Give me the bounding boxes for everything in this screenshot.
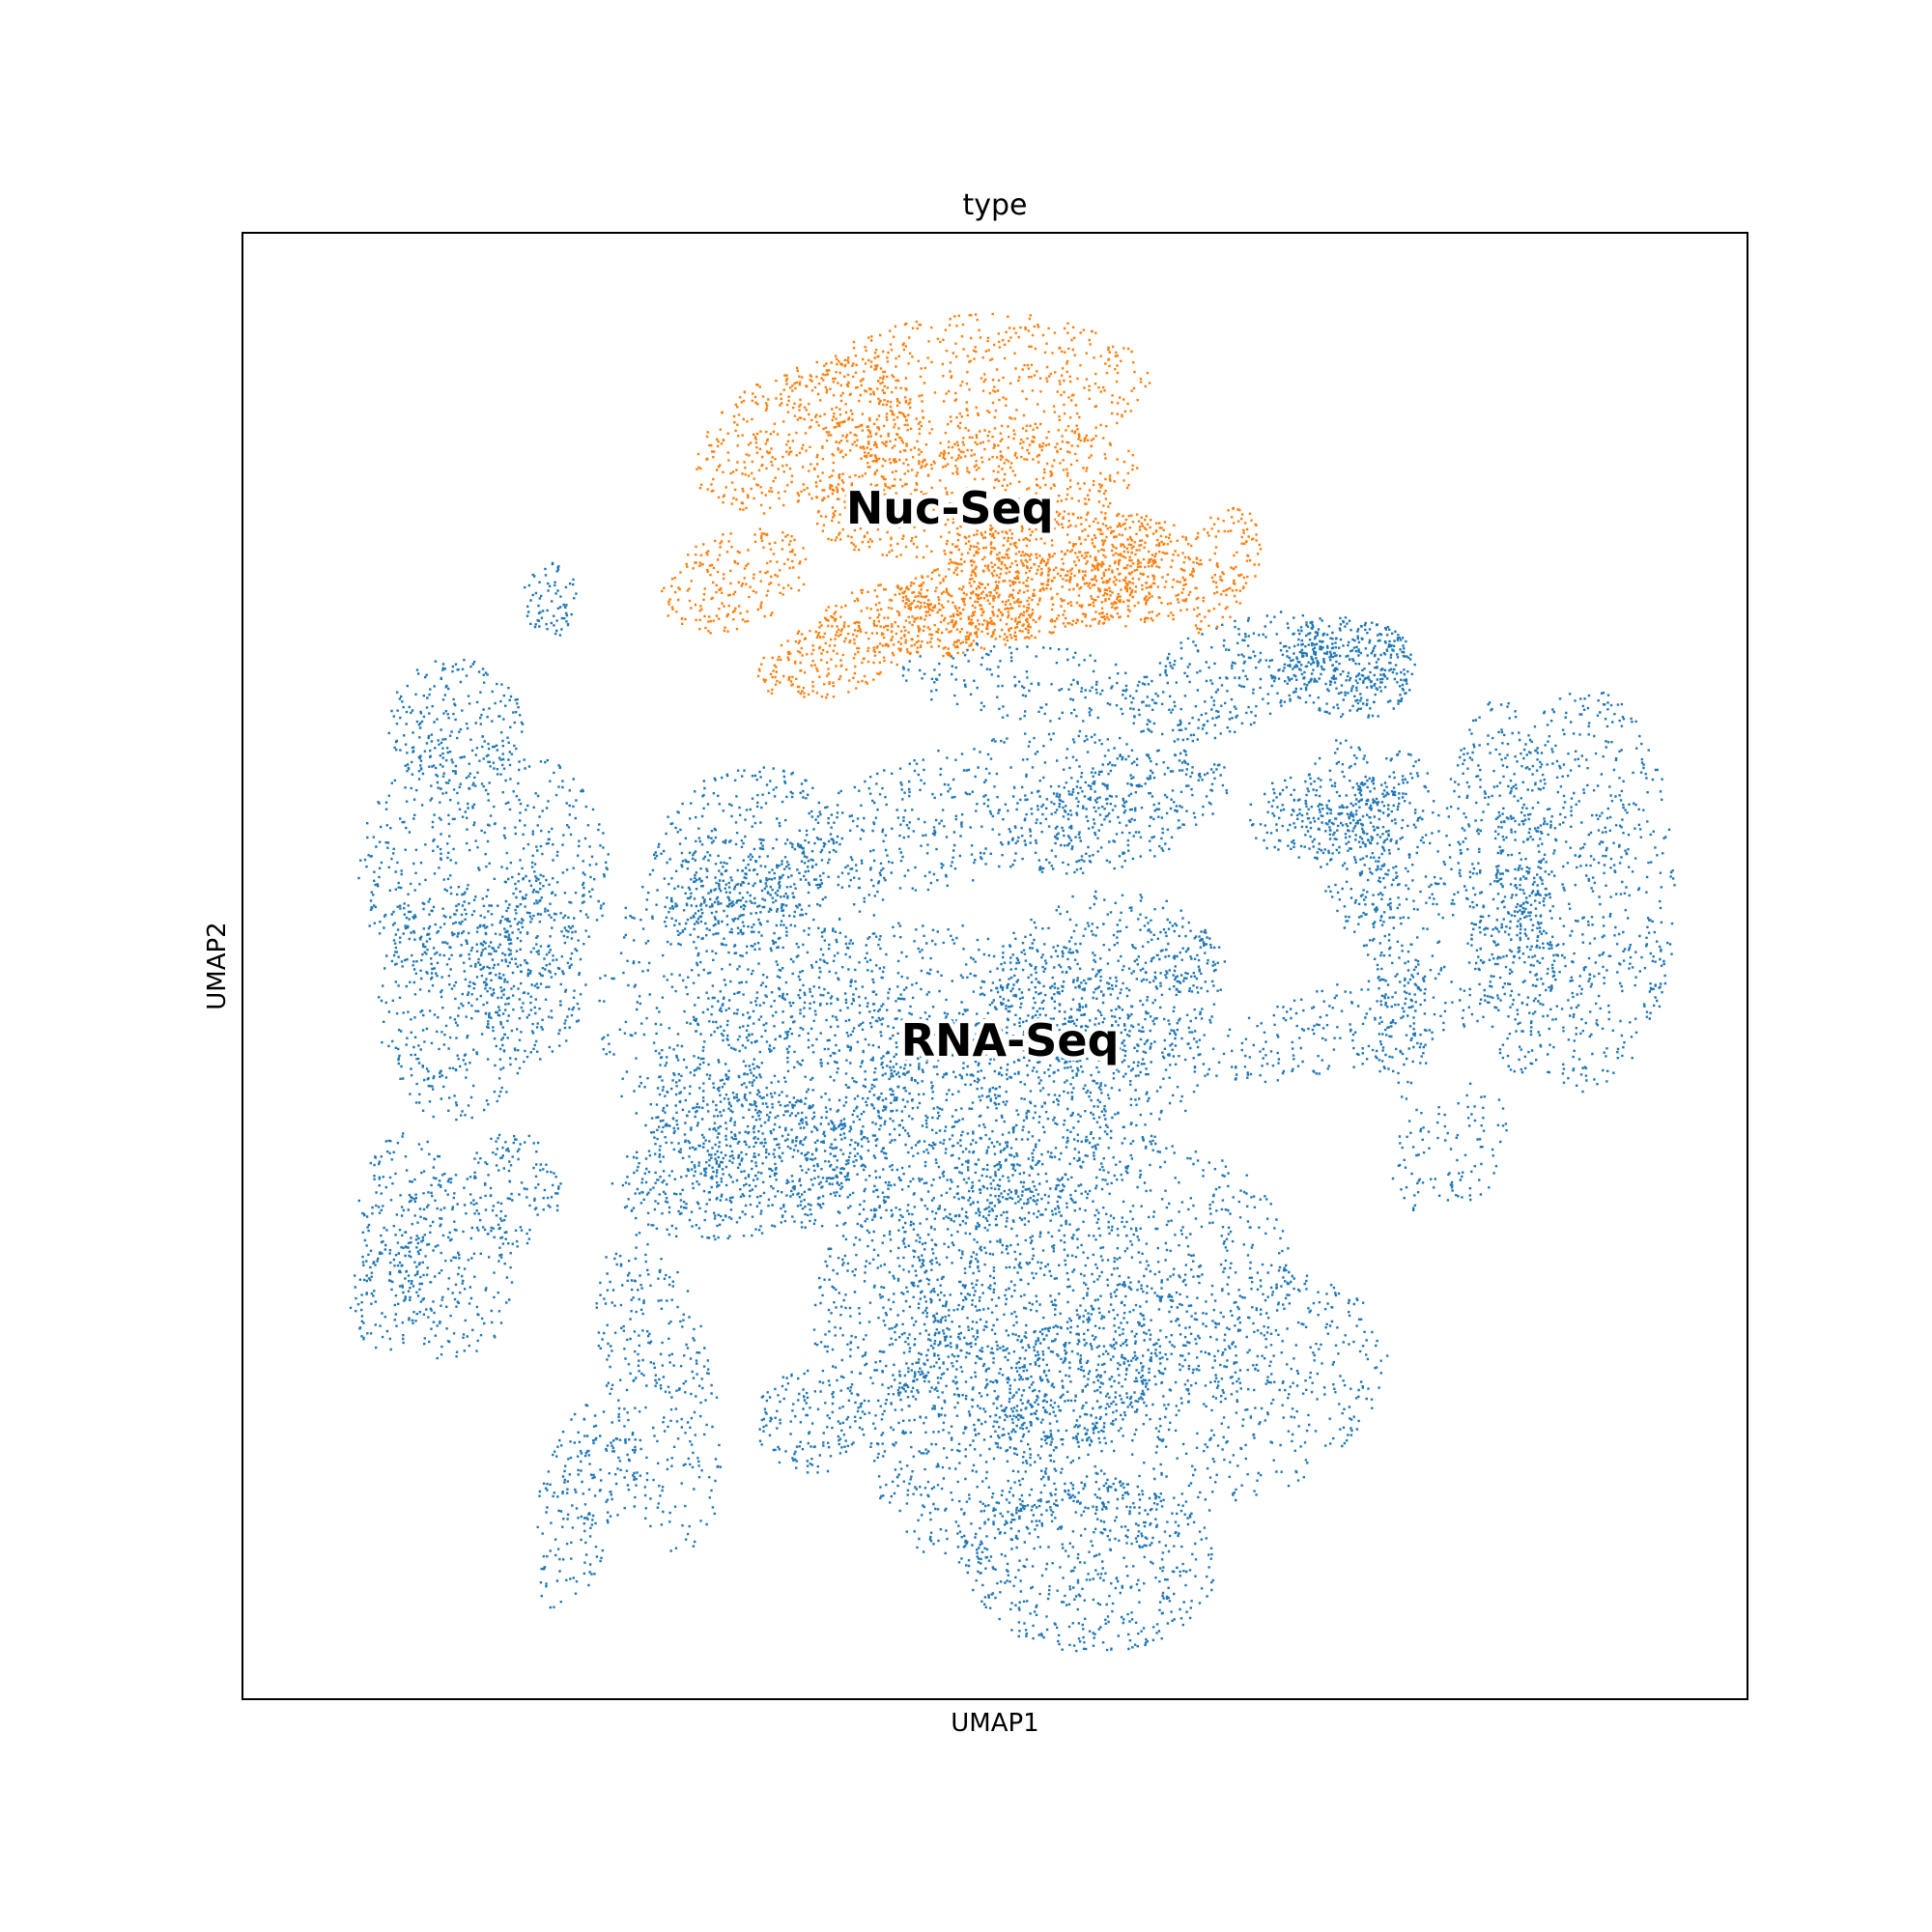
points-layer bbox=[349, 312, 1676, 1653]
cluster-label: RNA-Seq bbox=[901, 1014, 1120, 1066]
cluster-labels: RNA-Seq Nuc-Seq bbox=[841, 477, 1123, 1070]
chart-title: type bbox=[962, 188, 1027, 222]
series-rna-seq bbox=[349, 561, 1676, 1653]
cluster-label: Nuc-Seq bbox=[846, 482, 1054, 534]
plot-frame bbox=[242, 232, 1748, 1700]
x-axis-label: UMAP1 bbox=[951, 1709, 1038, 1738]
y-axis-label: UMAP2 bbox=[203, 922, 232, 1009]
scatter-points bbox=[349, 561, 1676, 1653]
plot-area: RNA-Seq Nuc-Seq bbox=[242, 232, 1748, 1700]
